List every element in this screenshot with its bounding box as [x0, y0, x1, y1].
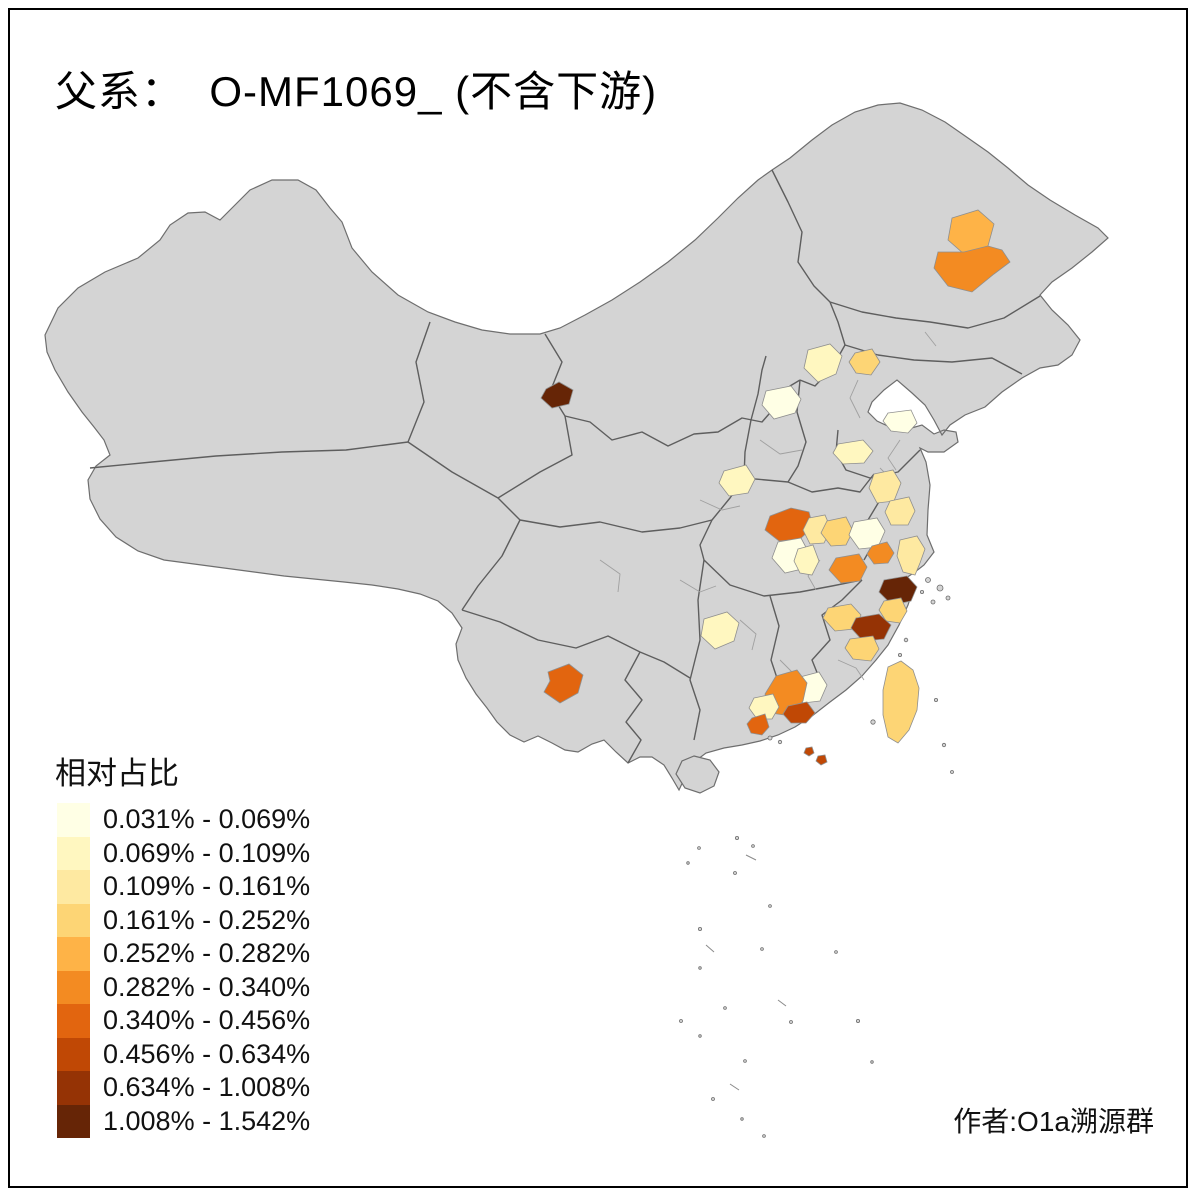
- legend-swatch: [57, 1071, 90, 1105]
- region-zhejiang-lishui-wenzhou: [844, 635, 880, 662]
- legend-label: 0.634% - 1.008%: [103, 1072, 311, 1103]
- legend-swatch: [57, 1004, 90, 1038]
- region-guangdong-chaoshan: [782, 701, 816, 724]
- region-shanxi-taiyuan: [761, 385, 802, 420]
- legend-row: 0.282% - 0.340%: [57, 970, 311, 1004]
- legend-label: 0.252% - 0.282%: [103, 938, 311, 969]
- legend-swatch: [57, 1037, 90, 1071]
- sea-islets: [679, 577, 954, 1138]
- region-jiangsu-north-b: [884, 496, 916, 526]
- legend-swatch: [57, 1104, 90, 1138]
- legend-swatch: [57, 836, 90, 870]
- region-beijing: [803, 343, 843, 383]
- legend-row: 0.456% - 0.634%: [57, 1037, 311, 1071]
- region-zhejiang-jinhua: [850, 613, 892, 642]
- region-shandong-east: [882, 409, 918, 434]
- region-anhui-hefei: [820, 516, 854, 547]
- legend-rows: 0.031% - 0.069% 0.069% - 0.109% 0.109% - 0…: [57, 803, 310, 1138]
- region-taiwan: [882, 660, 920, 744]
- region-qinhuangdao: [848, 348, 881, 376]
- legend-row: 0.109% - 0.161%: [57, 870, 310, 904]
- legend-label: 0.069% - 0.109%: [103, 837, 311, 868]
- region-nanjing: [866, 541, 895, 565]
- region-shanghai-nantong: [896, 535, 926, 576]
- legend-row: 0.031% - 0.069%: [57, 803, 310, 837]
- legend-label: 0.282% - 0.340%: [103, 971, 311, 1002]
- legend-swatch: [57, 937, 90, 971]
- choropleth-regions: [540, 209, 1011, 766]
- region-zhejiang-shaoxing-ningbo: [878, 575, 918, 606]
- region-hubei-south-pale: [793, 544, 820, 576]
- legend-row: 0.634% - 1.008%: [57, 1071, 310, 1105]
- legend-label: 0.031% - 0.069%: [103, 804, 311, 835]
- legend-row: 0.252% - 0.282%: [57, 937, 310, 971]
- legend-row: 1.008% - 1.542%: [57, 1104, 311, 1138]
- legend-label: 0.161% - 0.252%: [103, 904, 311, 935]
- region-heilongjiang-harbin: [933, 245, 1011, 293]
- legend-row: 0.069% - 0.109%: [57, 836, 311, 870]
- legend-swatch: [57, 903, 90, 937]
- legend-swatch: [57, 870, 90, 904]
- region-hunan-west: [700, 611, 740, 650]
- legend-row: 0.161% - 0.252%: [57, 903, 311, 937]
- province-borders: [89, 169, 1041, 764]
- legend-swatch: [57, 970, 90, 1004]
- attribution: 作者:O1a溯源群: [953, 1106, 1154, 1137]
- region-guangdong-zhongshan: [746, 713, 770, 736]
- region-guangdong-north-pale: [748, 693, 780, 720]
- map-title: 父系： O-MF1069_ (不含下游): [55, 68, 658, 115]
- region-shaanxi-xian: [718, 464, 756, 497]
- hainan-island-shape: [675, 755, 720, 794]
- region-islet-nanao-a: [803, 746, 815, 757]
- region-yunnan-kunming: [543, 663, 584, 704]
- legend-swatch: [57, 803, 90, 837]
- region-islet-nanao-b: [815, 754, 828, 766]
- legend-label: 1.008% - 1.542%: [103, 1105, 311, 1136]
- legend-row: 0.340% - 0.456%: [57, 1004, 310, 1038]
- region-shandong-west: [832, 439, 874, 465]
- region-zhejiang-taizhou: [878, 597, 908, 624]
- legend-label: 0.456% - 0.634%: [103, 1038, 311, 1069]
- legend-label: 0.109% - 0.161%: [103, 871, 311, 902]
- region-gansu-lanzhou: [540, 381, 574, 409]
- region-wuhan: [828, 553, 868, 584]
- legend-label: 0.340% - 0.456%: [103, 1005, 311, 1036]
- legend-title: 相对占比: [55, 756, 179, 791]
